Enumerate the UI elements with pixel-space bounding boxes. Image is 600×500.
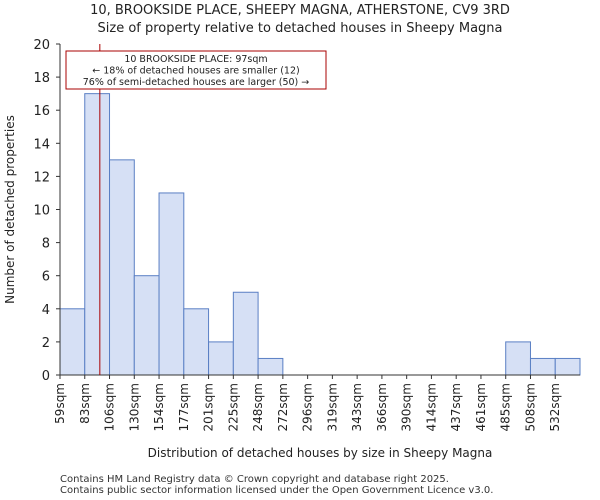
y-tick-label: 0: [42, 369, 50, 384]
x-tick-label: 225sqm: [226, 383, 240, 431]
bar-248sqm: [257, 357, 284, 376]
bar-225sqm: [232, 291, 259, 376]
bar-485sqm: [505, 341, 531, 376]
x-tick-label: 390sqm: [400, 383, 414, 431]
bar-83sqm: [84, 93, 111, 376]
x-tick-label: 201sqm: [202, 383, 216, 431]
y-tick-label: 16: [33, 104, 50, 119]
x-tick-label: 532sqm: [548, 383, 562, 431]
x-axis-label: Distribution of detached houses by size …: [148, 446, 493, 460]
x-tick-label: 248sqm: [251, 383, 265, 431]
chart-title-line1: 10, BROOKSIDE PLACE, SHEEPY MAGNA, ATHER…: [90, 3, 510, 18]
bar-177sqm: [183, 308, 210, 376]
y-tick-label: 4: [42, 303, 50, 318]
bar-106sqm: [109, 159, 135, 376]
x-tick-label: 485sqm: [499, 383, 513, 431]
x-tick-label: 343sqm: [350, 383, 364, 431]
bar-201sqm: [208, 341, 234, 376]
x-tick-label: 177sqm: [177, 383, 191, 431]
annotation-line-1: 10 BROOKSIDE PLACE: 97sqm: [124, 54, 267, 65]
x-tick-label: 296sqm: [301, 383, 315, 431]
bar-154sqm: [158, 192, 185, 376]
annotation-line-2: ← 18% of detached houses are smaller (12…: [92, 66, 299, 77]
y-tick-label: 14: [33, 137, 50, 152]
bar-508sqm: [529, 357, 556, 376]
x-tick-label: 154sqm: [152, 383, 166, 431]
x-tick-label: 130sqm: [127, 383, 141, 431]
x-tick-label: 59sqm: [53, 383, 67, 424]
bar-59sqm: [59, 308, 86, 376]
x-tick-label: 414sqm: [424, 383, 438, 431]
annotation-box: [65, 50, 327, 90]
x-tick-label: 272sqm: [276, 383, 290, 431]
x-tick-label: 508sqm: [523, 383, 537, 431]
chart-title-line2: Size of property relative to detached ho…: [97, 21, 503, 36]
y-axis-label: Number of detached properties: [3, 115, 17, 304]
x-tick-label: 461sqm: [474, 383, 488, 431]
y-tick-label: 6: [42, 270, 50, 285]
x-tick-label: 106sqm: [103, 383, 117, 431]
footer-line1: Contains HM Land Registry data © Crown c…: [60, 474, 449, 485]
y-tick-label: 2: [42, 336, 50, 351]
x-tick-label: 437sqm: [449, 383, 463, 431]
x-tick-label: 83sqm: [78, 383, 92, 424]
y-tick-label: 10: [33, 204, 50, 219]
footer-line2: Contains public sector information licen…: [60, 485, 494, 496]
y-tick-label: 8: [42, 237, 50, 252]
annotation-line-3: 76% of semi-detached houses are larger (…: [83, 77, 310, 88]
y-tick-label: 20: [33, 38, 50, 53]
y-tick-label: 12: [33, 170, 50, 185]
bar-130sqm: [133, 275, 160, 376]
bar-532sqm: [554, 357, 581, 376]
y-tick-label: 18: [33, 71, 50, 86]
x-tick-label: 366sqm: [375, 383, 389, 431]
x-tick-label: 319sqm: [325, 383, 339, 431]
